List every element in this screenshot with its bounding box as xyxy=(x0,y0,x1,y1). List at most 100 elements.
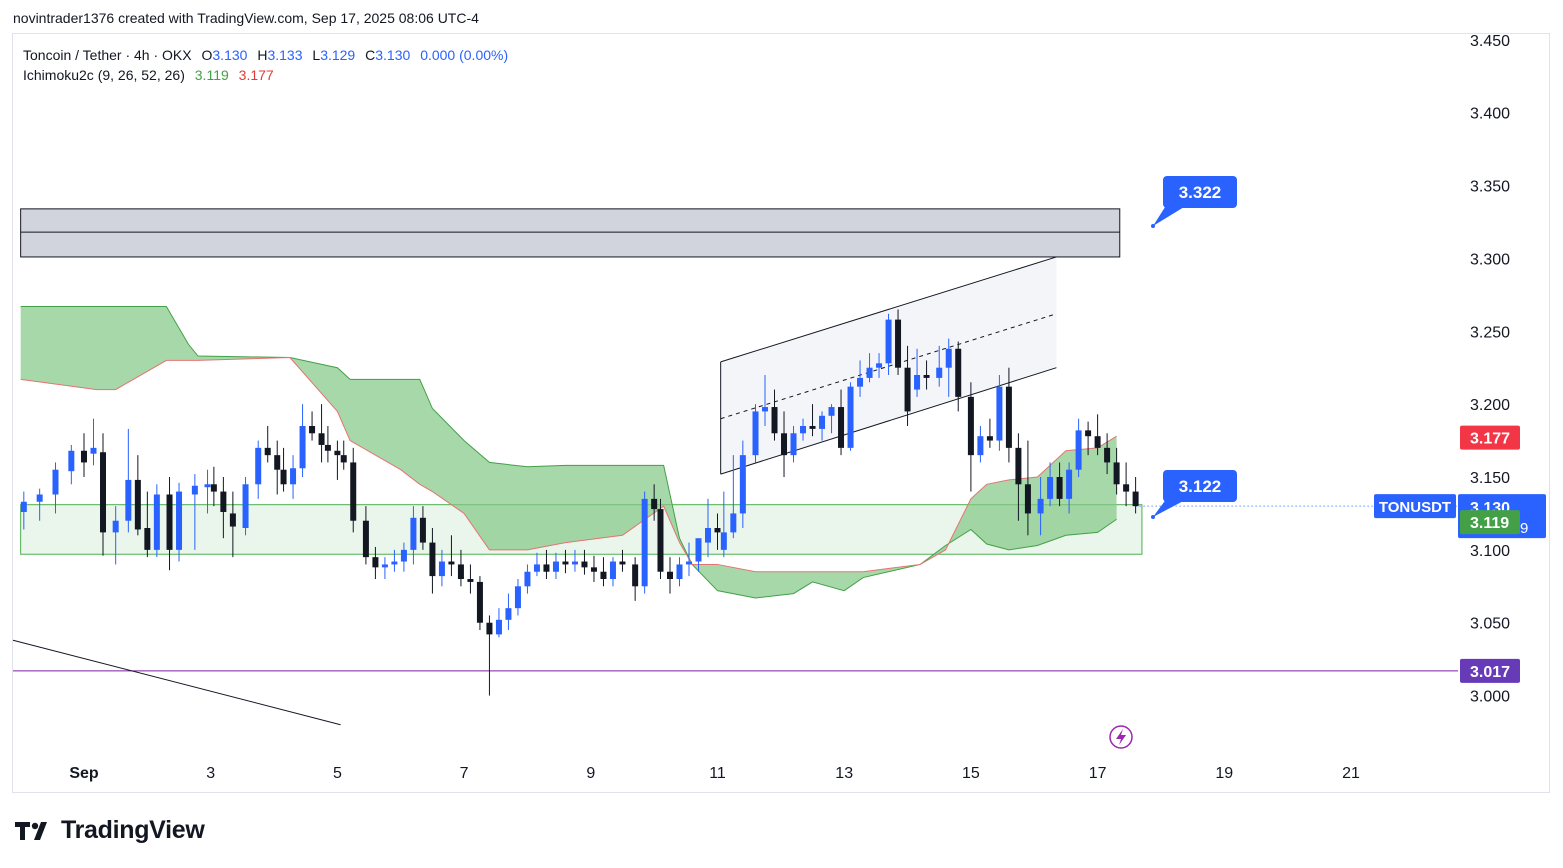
candle[interactable] xyxy=(704,498,711,558)
candle[interactable] xyxy=(685,542,692,577)
candle[interactable] xyxy=(771,389,778,441)
candle[interactable] xyxy=(781,411,788,478)
candle[interactable] xyxy=(324,425,331,463)
channel-lower-line[interactable] xyxy=(720,367,1057,475)
candle[interactable] xyxy=(1024,440,1031,536)
candle[interactable] xyxy=(514,579,521,616)
candle[interactable] xyxy=(176,482,183,562)
candle[interactable] xyxy=(1113,447,1120,495)
candle[interactable] xyxy=(1094,414,1101,456)
candle[interactable] xyxy=(264,425,271,463)
candle[interactable] xyxy=(476,576,483,631)
candle[interactable] xyxy=(350,447,357,533)
candle[interactable] xyxy=(505,593,512,631)
candle[interactable] xyxy=(581,549,588,575)
candle[interactable] xyxy=(90,418,97,466)
candle[interactable] xyxy=(543,549,550,580)
candle[interactable] xyxy=(600,557,607,587)
candle[interactable] xyxy=(220,477,227,539)
candle[interactable] xyxy=(1037,477,1044,536)
candle[interactable] xyxy=(838,389,845,456)
candle[interactable] xyxy=(112,506,119,565)
candle[interactable] xyxy=(100,433,107,556)
candle[interactable] xyxy=(210,466,217,507)
candle[interactable] xyxy=(1066,462,1073,514)
candle[interactable] xyxy=(495,608,502,638)
candle[interactable] xyxy=(448,535,455,577)
candle[interactable] xyxy=(20,491,27,530)
candle[interactable] xyxy=(153,484,160,558)
candle[interactable] xyxy=(1056,462,1063,507)
candle[interactable] xyxy=(1085,421,1092,456)
candle[interactable] xyxy=(895,309,902,375)
candle[interactable] xyxy=(340,440,347,470)
candle[interactable] xyxy=(334,440,341,480)
candle[interactable] xyxy=(81,433,87,478)
candle[interactable] xyxy=(191,474,198,550)
candle[interactable] xyxy=(438,549,445,587)
candle[interactable] xyxy=(1075,418,1082,478)
candle[interactable] xyxy=(166,477,173,571)
candle[interactable] xyxy=(945,338,952,397)
candle[interactable] xyxy=(828,404,835,434)
legend-symbol[interactable]: Toncoin / Tether · 4h · OKX xyxy=(23,47,192,63)
candle[interactable] xyxy=(524,564,531,594)
candle[interactable] xyxy=(36,488,43,521)
candle[interactable] xyxy=(800,418,807,441)
candle[interactable] xyxy=(590,555,597,582)
candle[interactable] xyxy=(299,404,306,478)
candle[interactable] xyxy=(739,440,746,529)
candle[interactable] xyxy=(290,455,297,499)
candle[interactable] xyxy=(967,382,974,492)
candle[interactable] xyxy=(790,425,797,463)
candle[interactable] xyxy=(1015,433,1022,521)
candle[interactable] xyxy=(676,557,683,587)
candle[interactable] xyxy=(923,360,930,390)
candle[interactable] xyxy=(641,491,648,594)
tradingview-logo[interactable]: TradingView xyxy=(15,816,205,845)
candle[interactable] xyxy=(400,542,407,572)
candle[interactable] xyxy=(609,557,616,587)
candle[interactable] xyxy=(571,549,578,572)
candle[interactable] xyxy=(229,491,236,558)
candle[interactable] xyxy=(752,404,759,463)
candle[interactable] xyxy=(52,462,59,514)
candle[interactable] xyxy=(977,425,984,463)
candle[interactable] xyxy=(730,455,737,539)
candle[interactable] xyxy=(632,557,639,601)
candle[interactable] xyxy=(391,549,398,572)
price-label-3-177[interactable]: 3.177 xyxy=(1460,425,1520,450)
candle[interactable] xyxy=(533,552,540,577)
candle[interactable] xyxy=(857,360,864,397)
price-label-3-119[interactable]: 3.119 xyxy=(1460,510,1520,535)
callout-3-122[interactable]: 3.122 xyxy=(1151,470,1237,519)
candle[interactable] xyxy=(619,549,626,572)
candle[interactable] xyxy=(486,615,493,696)
candle[interactable] xyxy=(695,538,702,572)
candle[interactable] xyxy=(429,528,436,594)
candle[interactable] xyxy=(847,382,854,451)
price-label-3-017[interactable]: 3.017 xyxy=(1460,658,1520,683)
candle[interactable] xyxy=(936,345,943,387)
candle[interactable] xyxy=(1132,477,1139,514)
candle[interactable] xyxy=(280,447,287,492)
candle[interactable] xyxy=(720,491,727,558)
candle[interactable] xyxy=(762,374,769,426)
candle[interactable] xyxy=(274,440,281,495)
candle[interactable] xyxy=(914,348,921,397)
candle[interactable] xyxy=(309,411,316,441)
candle[interactable] xyxy=(255,440,262,499)
candle[interactable] xyxy=(1123,462,1130,507)
candle[interactable] xyxy=(1005,367,1012,463)
candle[interactable] xyxy=(144,491,151,558)
candle[interactable] xyxy=(362,506,369,565)
event-lightning-icon[interactable] xyxy=(1109,725,1133,749)
candle[interactable] xyxy=(904,345,911,426)
candle[interactable] xyxy=(318,404,325,463)
candle[interactable] xyxy=(204,469,211,514)
callout-3-322[interactable]: 3.322 xyxy=(1151,176,1237,228)
candle[interactable] xyxy=(552,552,559,580)
candle[interactable] xyxy=(955,341,962,412)
candle[interactable] xyxy=(986,418,993,448)
